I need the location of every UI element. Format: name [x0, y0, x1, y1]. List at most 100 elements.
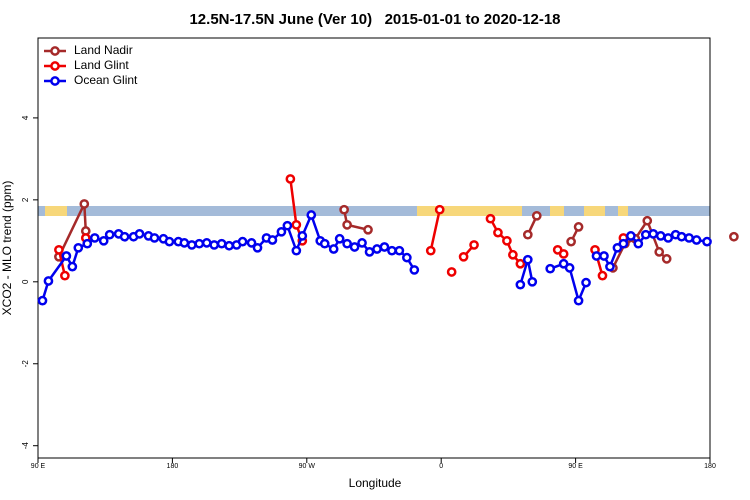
point [291, 245, 302, 256]
point [79, 199, 90, 209]
point [633, 238, 644, 249]
point [372, 244, 382, 254]
y-tick-label: -4 [21, 442, 30, 450]
legend-label: Land Nadir [74, 43, 133, 57]
point [201, 238, 212, 248]
point [364, 247, 375, 257]
point [134, 229, 145, 239]
point [663, 233, 674, 243]
point [37, 295, 48, 306]
point [60, 270, 70, 281]
point [379, 242, 390, 252]
series-line [59, 179, 623, 276]
land-patch [584, 206, 605, 216]
point [67, 261, 78, 272]
point [43, 276, 54, 286]
point [522, 229, 533, 240]
point [342, 238, 352, 249]
point [573, 295, 584, 306]
point [502, 235, 512, 246]
point [558, 249, 569, 259]
point [702, 236, 712, 247]
point [104, 229, 115, 240]
point [394, 245, 405, 256]
point [387, 245, 397, 256]
legend-marker [50, 46, 60, 56]
point [252, 242, 263, 253]
land-patch [417, 206, 522, 216]
point [349, 242, 360, 252]
y-tick-label: 0 [21, 279, 30, 284]
point [684, 233, 694, 243]
point [82, 238, 93, 249]
point [409, 265, 420, 275]
point [306, 210, 317, 220]
point [89, 233, 100, 243]
point [319, 238, 330, 249]
point [164, 236, 175, 247]
point [508, 249, 518, 260]
x-tick-label: 180 [167, 463, 179, 470]
point [282, 220, 293, 231]
point [729, 231, 739, 242]
point [648, 229, 659, 239]
ocean-band [38, 206, 710, 216]
legend-marker [50, 61, 60, 71]
point [531, 210, 542, 221]
point [334, 233, 345, 244]
point [522, 254, 533, 265]
point [339, 204, 349, 215]
point [469, 240, 479, 250]
point [179, 238, 190, 248]
point [564, 263, 575, 273]
point [527, 276, 538, 287]
point [267, 235, 278, 245]
point [246, 238, 257, 248]
point [73, 242, 84, 253]
point [425, 245, 436, 256]
point [515, 279, 526, 290]
point [186, 240, 197, 250]
x-tick-label: 90 E [568, 463, 583, 470]
point [605, 261, 615, 272]
point [676, 231, 687, 242]
x-axis-label: Longitude [349, 476, 402, 490]
x-tick-label: 90 E [31, 463, 46, 470]
legend-label: Ocean Glint [74, 73, 138, 87]
land-patch [45, 206, 67, 216]
point [597, 270, 608, 281]
point [573, 222, 584, 232]
legend-label: Land Glint [74, 58, 129, 72]
land-patch [550, 206, 564, 216]
point [297, 231, 308, 241]
point [237, 236, 248, 247]
y-axis-label: XCO2 - MLO trend (ppm) [0, 181, 14, 316]
point [209, 240, 220, 250]
point [119, 231, 130, 242]
point [691, 235, 702, 245]
point [98, 235, 109, 246]
point [655, 231, 666, 241]
point [224, 240, 234, 251]
point [640, 229, 651, 240]
land-patch [618, 206, 628, 216]
y-tick-label: -2 [21, 360, 30, 368]
point [194, 238, 205, 249]
point [402, 252, 412, 263]
point [515, 258, 526, 269]
y-tick-label: 4 [21, 115, 30, 120]
legend-marker [50, 76, 60, 86]
point [458, 251, 469, 262]
point [61, 251, 72, 261]
point [599, 251, 609, 261]
point [291, 219, 302, 230]
point [654, 247, 665, 257]
point [581, 277, 591, 288]
point [276, 226, 287, 237]
plot-frame [37, 37, 711, 459]
point [618, 238, 629, 249]
y-tick-label: 2 [21, 197, 30, 202]
map-strip [38, 206, 710, 216]
point [545, 263, 556, 274]
x-tick-label: 90 W [299, 463, 316, 470]
